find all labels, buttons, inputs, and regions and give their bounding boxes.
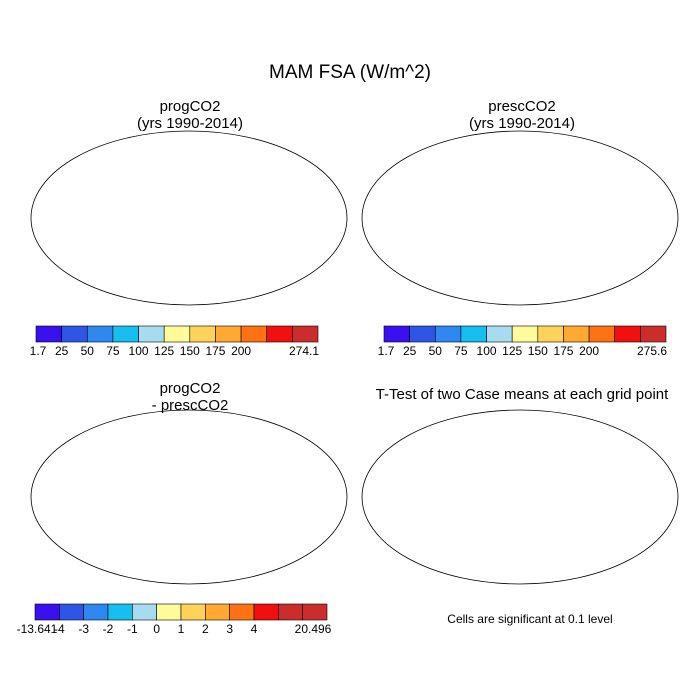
- colorbar-2-swatch: [434, 325, 462, 343]
- colorbar-3-swatch: [302, 603, 328, 621]
- colorbar-2-swatch: [614, 325, 641, 343]
- colorbar-3-swatch: [34, 603, 60, 621]
- panel-1-title: progCO2 (yrs 1990-2014): [60, 98, 320, 132]
- panel-2-title-line2: (yrs 1990-2014): [469, 115, 575, 132]
- colorbar-3-label: -3: [78, 622, 89, 636]
- colorbar-3-swatch: [253, 603, 279, 621]
- main-title: MAM FSA (W/m^2): [269, 62, 431, 83]
- colorbar-2-swatch: [537, 325, 564, 343]
- colorbar-1: 1.7 25 50 75 100 125 150 175 200 274.1: [30, 325, 319, 358]
- colorbar-1-swatch: [266, 325, 293, 343]
- colorbar-1-swatch: [215, 325, 242, 343]
- colorbar-2-label: 150: [528, 344, 548, 358]
- colorbar-1-swatch: [292, 325, 319, 343]
- colorbar-2-swatch: [383, 325, 410, 343]
- colorbar-2-swatch: [640, 325, 667, 343]
- colorbar-2-label: 75: [454, 344, 468, 358]
- colorbar-2-label: 1.7: [378, 344, 395, 358]
- colorbar-3-swatch: [107, 603, 133, 621]
- colorbar-1-swatch: [163, 325, 191, 343]
- colorbar-1-swatch: [138, 325, 165, 343]
- colorbar-2-swatch: [486, 325, 513, 343]
- colorbar-1-label: 25: [55, 344, 69, 358]
- map-panel-4: [361, 409, 679, 585]
- colorbar-2-swatch: [409, 325, 436, 343]
- colorbar-3-swatch: [83, 603, 109, 621]
- colorbar-1-swatch: [189, 325, 216, 343]
- colorbar-3-label: 20.496: [295, 622, 332, 636]
- colorbar-1-swatch: [112, 325, 139, 343]
- colorbar-3-label: -2: [103, 622, 114, 636]
- colorbar-3-label: -13.641: [17, 622, 58, 636]
- colorbar-3-swatch: [229, 603, 255, 621]
- colorbar-2-swatch: [563, 325, 590, 343]
- colorbar-2-label: 175: [553, 344, 573, 358]
- colorbar-2-label: 25: [403, 344, 417, 358]
- colorbar-3-label: 1: [178, 622, 185, 636]
- colorbar-3-label: 2: [202, 622, 209, 636]
- colorbar-1-label: 75: [106, 344, 120, 358]
- colorbar-1-label: 125: [154, 344, 174, 358]
- panel-3-title-line2: - prescCO2: [151, 397, 229, 414]
- panel-1-title-line2: (yrs 1990-2014): [137, 115, 243, 132]
- panel-4-title: T-Test of two Case means at each grid po…: [352, 386, 692, 403]
- colorbar-2-label: 100: [477, 344, 497, 358]
- colorbar-3-swatch: [205, 603, 230, 621]
- colorbar-3-swatch: [180, 603, 206, 621]
- colorbar-1-swatch: [35, 325, 62, 343]
- colorbar-3-swatch: [156, 603, 182, 621]
- map-panel-2: [361, 130, 679, 306]
- colorbar-1-label: 100: [129, 344, 149, 358]
- colorbar-2-label: 200: [579, 344, 599, 358]
- colorbar-1-swatch: [61, 325, 88, 343]
- panel-4-title-line1: T-Test of two Case means at each grid po…: [375, 386, 669, 403]
- colorbar-3-swatch: [278, 603, 303, 621]
- colorbar-1-swatch: [240, 325, 268, 343]
- colorbar-1-label: 50: [81, 344, 95, 358]
- panel-1-title-line1: progCO2: [159, 98, 221, 115]
- colorbar-3-label: -4: [54, 622, 65, 636]
- map-panel-1: [30, 130, 348, 306]
- panel-3-title: progCO2 - prescCO2: [60, 380, 320, 414]
- colorbar-3-label: -1: [127, 622, 138, 636]
- colorbar-2-label: 50: [429, 344, 443, 358]
- colorbar-1-label: 274.1: [289, 344, 319, 358]
- colorbar-2: 1.7 25 50 75 100 125 150 175 200 275.6: [378, 325, 667, 358]
- panel-3-title-line1: progCO2: [159, 380, 221, 397]
- colorbar-2-swatch: [511, 325, 539, 343]
- colorbar-1-label: 175: [205, 344, 225, 358]
- colorbar-2-swatch: [588, 325, 616, 343]
- colorbar-3-label: 0: [153, 622, 160, 636]
- ttest-note: Cells are significant at 0.1 level: [447, 612, 613, 626]
- colorbar-3: -13.641-4 -3 -2 -1 0 1 2 3 4 20.496: [17, 603, 332, 636]
- colorbar-2-label: 275.6: [637, 344, 667, 358]
- colorbar-3-swatch: [132, 603, 157, 621]
- colorbar-3-swatch: [59, 603, 84, 621]
- colorbar-3-label: 4: [251, 622, 258, 636]
- panel-2-title-line1: prescCO2: [488, 98, 556, 115]
- colorbar-1-label: 150: [180, 344, 200, 358]
- colorbar-1-swatch: [86, 325, 114, 343]
- colorbar-2-label: 125: [502, 344, 522, 358]
- map-panel-3: [30, 409, 348, 585]
- colorbar-1-label: 1.7: [30, 344, 47, 358]
- colorbar-1-label: 200: [231, 344, 251, 358]
- colorbar-3-label: 3: [226, 622, 233, 636]
- colorbar-2-swatch: [460, 325, 487, 343]
- panel-2-title: prescCO2 (yrs 1990-2014): [392, 98, 652, 132]
